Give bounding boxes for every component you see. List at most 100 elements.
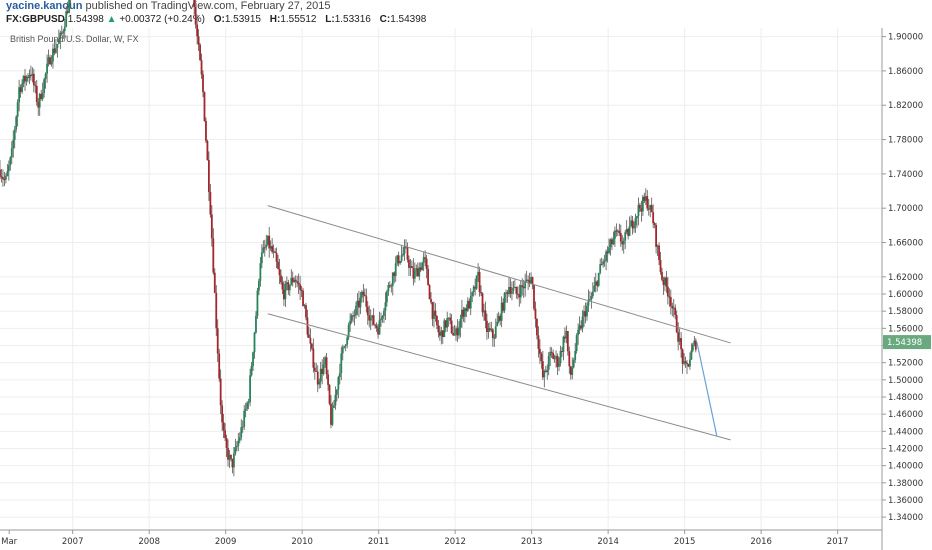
x-tick-label: Mar xyxy=(1,537,18,547)
candle-body-down xyxy=(438,332,441,336)
candle-body-up xyxy=(353,315,356,317)
y-tick-label: 1.58000 xyxy=(888,307,923,317)
grid xyxy=(0,28,882,530)
open-label: O: xyxy=(213,14,225,25)
candle-body-down xyxy=(202,74,204,93)
candle-body-down xyxy=(618,231,621,234)
candle-body-down xyxy=(481,293,484,313)
candle-body-up xyxy=(664,277,666,285)
candle-body-up xyxy=(359,297,362,308)
candle-body-up xyxy=(693,340,696,345)
candle-body-up xyxy=(459,318,462,328)
candle-body-down xyxy=(315,371,318,373)
candle-body-down xyxy=(502,302,505,311)
candle-body-up xyxy=(246,402,249,409)
candle-body-up xyxy=(440,330,443,336)
candle-body-down xyxy=(596,281,599,286)
candle-body-up xyxy=(349,320,352,325)
candle-body-down xyxy=(411,265,413,269)
x-tick-label: 2008 xyxy=(138,537,160,547)
candle-body-up xyxy=(630,220,632,227)
candle-body-up xyxy=(602,261,605,265)
x-tick-label: 2014 xyxy=(597,537,619,547)
candle-body-down xyxy=(681,349,684,364)
candle-body-down xyxy=(600,264,603,266)
publish-text: published on TradingView.com, February 2… xyxy=(85,0,331,12)
candle-body-down xyxy=(694,340,697,350)
candle-body-up xyxy=(228,454,231,460)
candle-body-down xyxy=(366,306,369,316)
x-tick-label: 2007 xyxy=(62,537,84,547)
candle-body-up xyxy=(62,31,65,34)
author-link[interactable]: yacine.kanoun xyxy=(6,0,83,12)
candle-body-up xyxy=(678,338,681,342)
candle-body-up xyxy=(269,246,272,249)
candle-body-up xyxy=(409,265,412,268)
candle-body-down xyxy=(408,259,410,268)
candle-body-down xyxy=(538,348,541,354)
candle-body-down xyxy=(397,255,400,264)
candle-body-up xyxy=(512,287,515,291)
candle-body-down xyxy=(687,363,690,367)
candle-body-up xyxy=(636,215,638,219)
candle-body-up xyxy=(446,318,449,328)
candle-body-down xyxy=(32,73,35,86)
candle-body-down xyxy=(684,361,687,363)
candle-body-up xyxy=(68,0,71,13)
candle-body-up xyxy=(331,407,334,425)
candle-body-up xyxy=(455,328,457,335)
candle-body-down xyxy=(271,246,274,252)
candle-body-up xyxy=(9,157,12,166)
candle-body-down xyxy=(0,169,1,177)
candle-body-up xyxy=(253,332,256,353)
close-value: 1.54398 xyxy=(390,14,427,25)
candle-body-down xyxy=(3,179,6,181)
candle-body-down xyxy=(506,292,509,295)
candle-body-down xyxy=(580,325,582,329)
y-tick-label: 1.44000 xyxy=(888,427,923,437)
candle-body-down xyxy=(616,230,619,232)
candle-body-up xyxy=(402,253,404,256)
candle-body-down xyxy=(434,310,437,316)
candle-body-down xyxy=(584,311,587,317)
candle-body-down xyxy=(666,286,669,297)
candle-body-down xyxy=(221,405,224,423)
candle-body-up xyxy=(7,165,10,172)
candle-body-down xyxy=(227,448,229,460)
candle-body-down xyxy=(437,325,440,333)
candle-body-down xyxy=(352,315,354,317)
candle-body-up xyxy=(672,307,675,309)
candle-body-up xyxy=(56,43,59,49)
candle-body-up xyxy=(237,440,240,446)
symbol-label: FX:GBPUSD xyxy=(6,14,65,25)
candle-body-down xyxy=(222,422,225,431)
candle-body-down xyxy=(200,60,203,75)
candle-body-down xyxy=(312,348,315,368)
candle-body-up xyxy=(603,260,606,262)
candle-body-up xyxy=(337,377,340,390)
low-value: 1.53316 xyxy=(334,14,371,25)
candle-body-down xyxy=(631,220,634,229)
candle-body-down xyxy=(416,268,419,277)
y-tick-label: 1.82000 xyxy=(888,101,923,111)
candle-body-down xyxy=(516,293,519,295)
candle-body-up xyxy=(318,381,321,385)
candle-body-down xyxy=(37,102,40,108)
high-value: 1.55512 xyxy=(280,14,317,25)
candle-body-up xyxy=(59,32,62,40)
candle-body-up xyxy=(562,336,565,352)
candle-body-up xyxy=(235,445,238,448)
candle-body-down xyxy=(486,320,488,332)
candle-body-up xyxy=(252,352,254,367)
candle-body-down xyxy=(441,330,444,337)
candle-body-down xyxy=(40,93,43,99)
candle-body-down xyxy=(306,317,309,335)
candle-body-down xyxy=(662,279,665,285)
candle-body-down xyxy=(358,300,360,308)
candle-body-down xyxy=(533,284,535,309)
candle-body-down xyxy=(281,282,284,290)
candle-body-down xyxy=(219,378,222,406)
candle-body-up xyxy=(571,367,574,375)
candle-body-up xyxy=(333,405,335,408)
